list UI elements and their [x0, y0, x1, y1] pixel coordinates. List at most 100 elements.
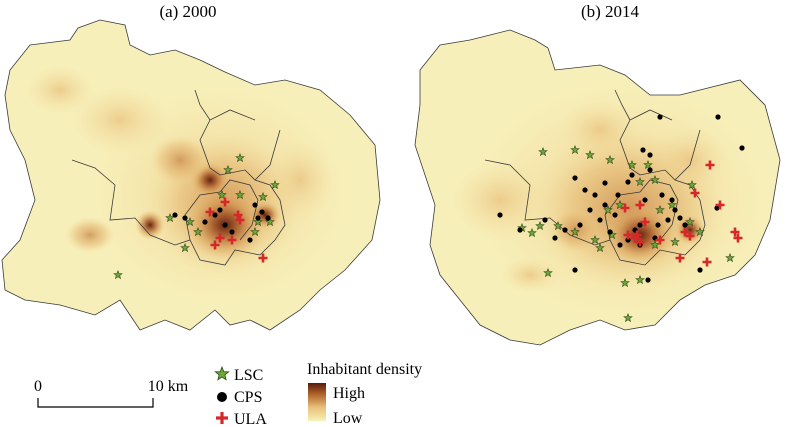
ula-marker	[690, 188, 700, 198]
ula-marker	[227, 235, 237, 245]
cps-marker	[597, 217, 603, 223]
ula-marker	[620, 203, 630, 213]
ula-marker	[655, 235, 665, 245]
density-field	[70, 85, 170, 155]
density-field	[650, 125, 730, 195]
ula-marker	[205, 207, 215, 217]
lsc-marker	[605, 154, 615, 165]
cps-marker	[645, 277, 651, 283]
lsc-marker	[527, 227, 537, 238]
scale-end-label: 10 km	[148, 378, 189, 395]
cps-marker	[255, 215, 261, 221]
cps-marker	[552, 235, 558, 241]
ula-marker	[635, 237, 645, 247]
cps-marker	[602, 202, 608, 208]
lsc-marker	[590, 234, 600, 245]
map-panel-2000	[1, 19, 381, 331]
scale-bar: 0 10 km	[34, 378, 189, 408]
density-color-ramp	[308, 383, 326, 421]
lsc-marker	[670, 236, 680, 247]
lsc-marker	[253, 216, 263, 227]
cps-marker	[517, 227, 523, 233]
cps-marker	[172, 212, 178, 218]
lsc-marker	[535, 220, 545, 231]
lsc-marker	[655, 204, 665, 215]
cps-marker	[714, 205, 720, 211]
lsc-marker	[570, 144, 580, 155]
lsc-marker	[643, 159, 653, 170]
legend-item-lsc: LSC	[214, 365, 263, 384]
density-hotspot	[135, 210, 165, 240]
lsc-marker	[650, 239, 660, 250]
ula-marker	[258, 253, 268, 263]
ula-marker	[733, 233, 743, 243]
cps-marker	[252, 202, 258, 208]
dot-icon	[217, 392, 227, 402]
lsc-marker	[217, 189, 227, 200]
ula-marker	[705, 160, 715, 170]
ula-marker	[675, 253, 685, 263]
lsc-markers-2000	[113, 152, 280, 280]
cps-marker	[607, 229, 613, 235]
cps-marker	[602, 180, 608, 186]
lsc-marker	[270, 179, 280, 190]
legend-label-lsc: LSC	[234, 367, 263, 384]
cps-marker	[217, 207, 223, 213]
cps-marker	[739, 145, 745, 151]
ula-marker	[730, 227, 740, 237]
lsc-marker	[223, 164, 233, 175]
lsc-marker	[193, 226, 203, 237]
cps-marker	[640, 147, 646, 153]
cps-marker	[577, 222, 583, 228]
lsc-marker	[235, 189, 245, 200]
cps-marker	[629, 172, 635, 178]
lsc-marker	[627, 159, 637, 170]
lsc-marker	[635, 176, 645, 187]
cps-marker	[665, 217, 671, 223]
cps-marker	[615, 192, 621, 198]
cps-marker	[655, 222, 661, 228]
lsc-marker	[685, 216, 695, 227]
lsc-marker	[603, 204, 613, 215]
lsc-marker	[258, 191, 268, 202]
cps-marker	[572, 175, 578, 181]
density-legend: Inhabitant density High Low	[307, 361, 422, 427]
ula-marker	[235, 215, 245, 225]
cps-marker	[642, 197, 648, 203]
lsc-marker	[585, 149, 595, 160]
lsc-marker	[695, 226, 705, 237]
density-field	[25, 65, 95, 115]
cps-marker	[229, 229, 235, 235]
lsc-marker	[235, 152, 245, 163]
lsc-markers-2014	[517, 144, 735, 323]
cps-marker	[669, 197, 675, 203]
ula-marker	[635, 200, 645, 210]
cps-marker	[182, 215, 188, 221]
ula-marker	[215, 233, 225, 243]
cps-marker	[497, 212, 503, 218]
density-legend-title: Inhabitant density	[307, 361, 422, 378]
district-boundaries	[71, 89, 286, 266]
panel-title-2014: (b) 2014	[581, 2, 640, 21]
cps-marker	[682, 222, 688, 228]
cps-markers-2000	[172, 202, 271, 243]
cps-marker	[659, 192, 665, 198]
cps-marker	[647, 152, 653, 158]
legend-item-cps: CPS	[217, 389, 262, 406]
cps-marker	[677, 215, 683, 221]
density-low-label: Low	[333, 410, 363, 427]
density-field	[450, 160, 550, 240]
ula-marker	[640, 217, 650, 227]
star-icon	[214, 365, 230, 381]
cps-marker	[697, 267, 703, 273]
cross-icon	[216, 412, 228, 424]
ula-marker	[632, 230, 642, 240]
cps-marker	[247, 237, 253, 243]
cps-marker	[617, 242, 623, 248]
lsc-marker	[185, 216, 195, 227]
lsc-marker	[543, 267, 553, 278]
cps-marker	[582, 187, 588, 193]
legend-label-ula: ULA	[234, 411, 267, 427]
symbol-legend: LSC CPS ULA	[214, 365, 267, 427]
